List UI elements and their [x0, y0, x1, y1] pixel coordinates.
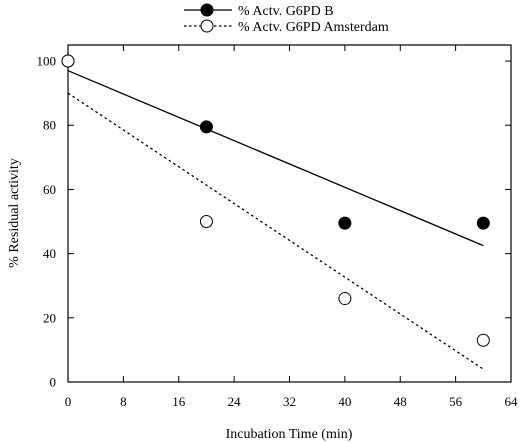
y-tick-label: 60 [43, 182, 56, 197]
x-tick-label: 16 [172, 394, 186, 409]
y-tick-label: 100 [37, 54, 57, 69]
fit-lines [67, 70, 484, 370]
legend-marker-series-2 [200, 19, 214, 33]
data-point-series-1 [199, 120, 213, 134]
legend-label-series-2: % Actv. G6PD Amsterdam [238, 20, 389, 35]
x-tick-label: 0 [65, 394, 72, 409]
fit-line-series-1 [67, 70, 484, 247]
x-tick-label: 40 [338, 394, 351, 409]
data-point-series-2 [338, 292, 352, 306]
y-tick-label: 20 [43, 310, 56, 325]
x-tick-label: 8 [120, 394, 127, 409]
y-tick-label: 80 [43, 118, 56, 133]
data-point-series-1 [338, 216, 352, 230]
data-points [61, 54, 490, 347]
data-point-series-1 [476, 216, 490, 230]
x-tick-label: 48 [394, 394, 407, 409]
y-tick-label: 0 [50, 375, 57, 390]
data-point-series-2 [476, 333, 490, 347]
y-tick-label: 40 [43, 246, 56, 261]
data-point-series-2 [61, 54, 75, 68]
y-axis-label: % Residual activity [7, 158, 22, 268]
x-tick-label: 56 [449, 394, 463, 409]
data-point-series-2 [199, 215, 213, 229]
x-tick-label: 64 [505, 394, 519, 409]
x-axis-label: Incubation Time (min) [226, 427, 353, 442]
x-tick-label: 24 [228, 394, 242, 409]
x-tick-label: 32 [283, 394, 296, 409]
legend: % Actv. G6PD B % Actv. G6PD Amsterdam [184, 3, 389, 35]
x-axis: 0 8 16 24 32 40 48 56 64 [65, 45, 518, 409]
legend-marker-series-1 [200, 3, 214, 17]
legend-label-series-1: % Actv. G6PD B [238, 4, 334, 19]
y-axis: 0 20 40 60 80 100 [37, 54, 511, 390]
fit-line-series-2 [67, 92, 484, 370]
plot-area [67, 44, 512, 383]
